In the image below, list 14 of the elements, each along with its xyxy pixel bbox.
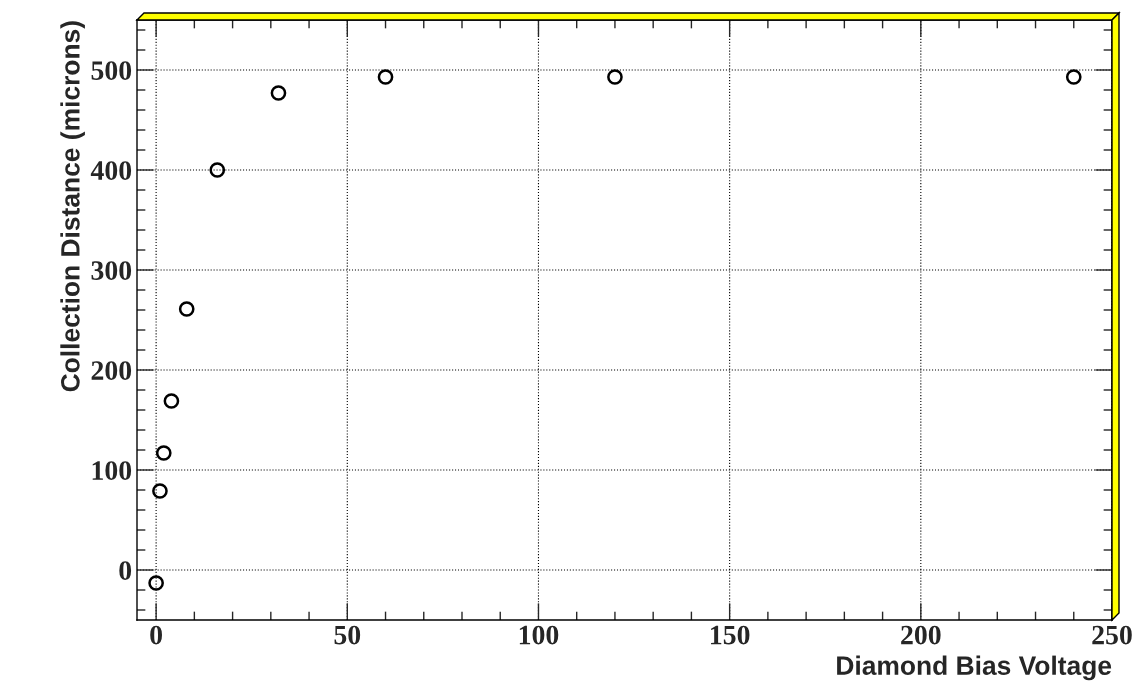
y-tick-label: 400: [90, 161, 132, 180]
x-tick-label: 250: [1092, 625, 1132, 645]
y-axis-title: Collection Distance (microns): [60, 21, 85, 392]
y-tick-label: 100: [92, 461, 132, 480]
x-tick-label: 200: [901, 625, 941, 645]
x-tick-label: 50: [334, 625, 361, 645]
x-tick-label: 0: [150, 625, 162, 645]
y-tick-label: 300: [91, 261, 132, 280]
y-tick-label: 200: [91, 361, 132, 380]
x-tick-label: 150: [711, 625, 750, 645]
y-tick-label: 500: [91, 61, 132, 80]
x-axis-title: Diamond Bias Voltage: [837, 655, 1112, 681]
y-tick-label: 0: [119, 561, 132, 580]
x-tick-label: 100: [519, 625, 559, 645]
